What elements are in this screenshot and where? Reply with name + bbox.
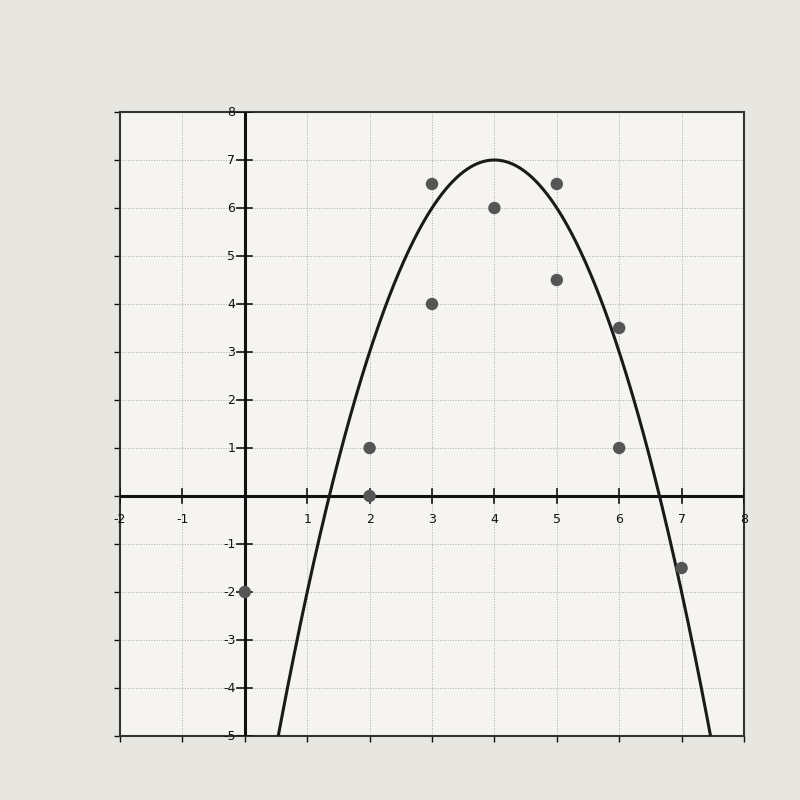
Point (675, 562, 688, 574)
Text: -3: -3 (223, 634, 235, 646)
Text: 3: 3 (227, 346, 235, 358)
Point (613, 442, 626, 454)
Text: -2: -2 (223, 586, 235, 598)
Text: 1: 1 (227, 442, 235, 454)
Text: -1: -1 (223, 538, 235, 550)
Text: 8: 8 (227, 106, 235, 118)
Text: -4: -4 (223, 682, 235, 694)
Point (363, 442, 376, 454)
Point (488, 202, 501, 214)
Text: 5: 5 (227, 250, 235, 262)
Point (426, 178, 438, 190)
Point (613, 322, 626, 334)
Point (426, 298, 438, 310)
Text: -2: -2 (114, 513, 126, 526)
Point (550, 274, 563, 286)
Point (238, 586, 251, 598)
Text: -5: -5 (223, 730, 235, 742)
Text: 7: 7 (678, 513, 686, 526)
Text: 4: 4 (227, 298, 235, 310)
Text: 2: 2 (227, 394, 235, 406)
Text: -1: -1 (176, 513, 189, 526)
Text: 1: 1 (303, 513, 311, 526)
Text: 3: 3 (428, 513, 436, 526)
Point (550, 178, 563, 190)
Text: 5: 5 (553, 513, 561, 526)
Text: 6: 6 (615, 513, 623, 526)
Point (363, 490, 376, 502)
Text: 6: 6 (227, 202, 235, 214)
Text: 7: 7 (227, 154, 235, 166)
Text: 4: 4 (490, 513, 498, 526)
Text: 2: 2 (366, 513, 374, 526)
Text: 8: 8 (740, 513, 748, 526)
